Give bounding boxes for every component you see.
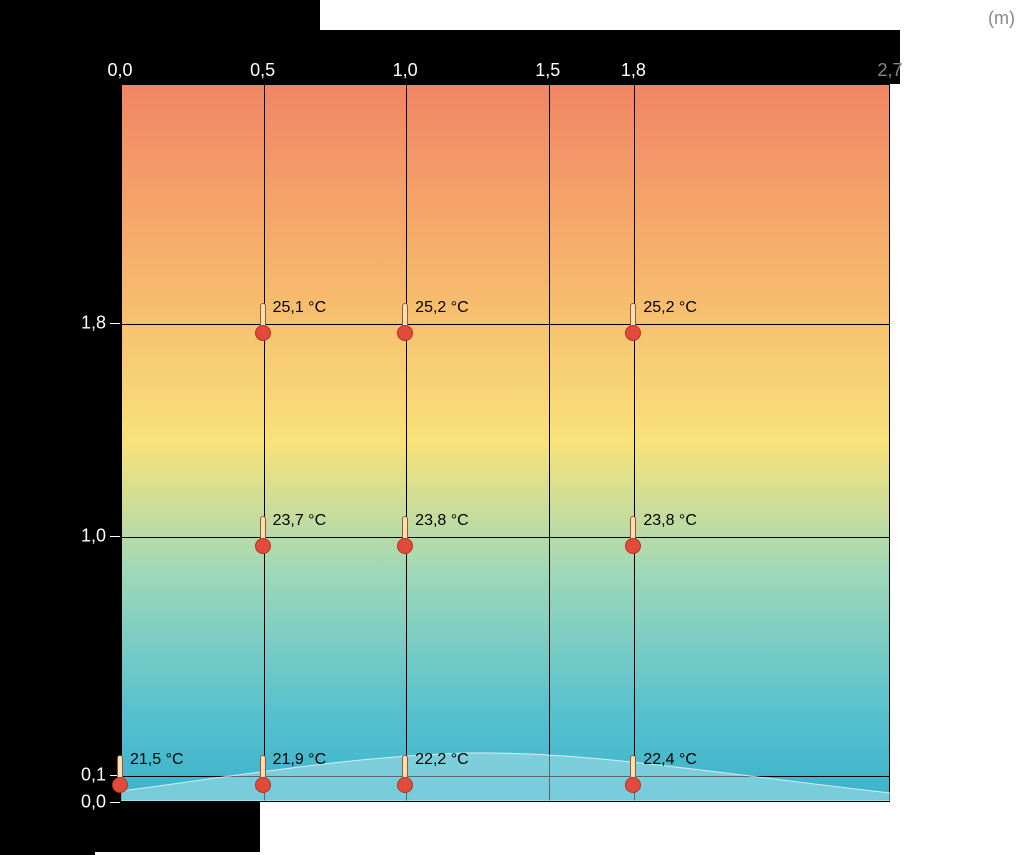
temperature-label: 25,2 °C [415,299,469,317]
x-axis-label: 0,0 [107,60,132,81]
x-axis-label: 0,5 [250,60,275,81]
gridline-vertical [634,85,635,801]
temperature-label: 22,4 °C [643,751,697,769]
gridline-vertical [406,85,407,801]
y-axis-label: 1,0 [81,526,110,547]
gridline-vertical [121,85,122,801]
black-mask-4 [0,802,260,852]
temperature-label: 25,1 °C [273,299,327,317]
temperature-label: 22,2 °C [415,751,469,769]
x-axis-label: 1,8 [621,60,646,81]
gridline-vertical [264,85,265,801]
y-axis-tick [110,323,120,324]
gridline-horizontal [121,537,889,538]
temperature-label: 25,2 °C [643,299,697,317]
x-axis-label: 1,0 [393,60,418,81]
temperature-label: 23,8 °C [643,512,697,530]
gridline-horizontal [121,776,889,777]
y-axis-tick [110,536,120,537]
x-axis-label: 2,7 [877,60,902,81]
chart-stage: 0,0 0,5 1,0 1,5 1,8 2,7 1,8 1,0 0,1 0,0 (m) 25,1 °C… [0,0,1024,855]
temperature-label: 23,7 °C [273,512,327,530]
y-axis-label: 0,0 [81,792,110,813]
y-axis-label: 1,8 [81,313,110,334]
gridline-vertical [549,85,550,801]
axis-unit-label: (m) [988,8,1015,29]
temperature-label: 23,8 °C [415,512,469,530]
air-flow-wave [121,721,891,801]
y-axis-tick [110,802,120,803]
plot-area [120,84,890,802]
temperature-label: 21,5 °C [130,751,184,769]
y-axis-label: 0,1 [81,765,110,786]
gridline-horizontal [121,324,889,325]
x-axis-label: 1,5 [535,60,560,81]
temperature-label: 21,9 °C [273,751,327,769]
